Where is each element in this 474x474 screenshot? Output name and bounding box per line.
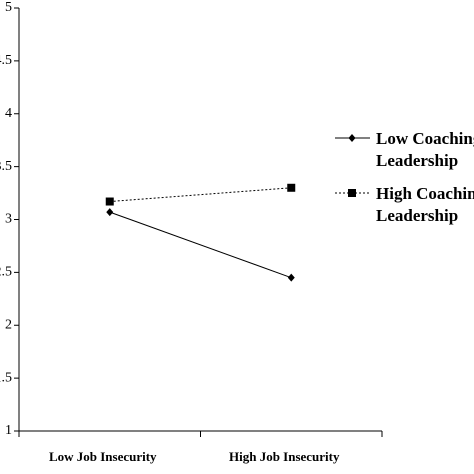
- point: [105, 197, 114, 206]
- y-tick-label: 3: [5, 212, 12, 227]
- y-tick-label: 2.5: [0, 265, 12, 280]
- point: [287, 273, 295, 282]
- y-tick-label: 5: [5, 0, 12, 15]
- point: [348, 189, 356, 197]
- series-line: [109, 187, 292, 203]
- point: [348, 134, 356, 142]
- y-tick-label: 3.5: [0, 159, 12, 174]
- x-tick-label: Low Job Insecurity: [49, 449, 157, 464]
- y-tick-label: 4.5: [0, 53, 12, 68]
- x-tick-label: High Job Insecurity: [229, 449, 340, 464]
- y-tick-label: 1: [5, 423, 12, 438]
- y-tick-label: 4: [5, 106, 12, 121]
- series-line: [109, 211, 292, 279]
- point: [287, 183, 296, 192]
- legend-label: Low Coaching Leadership: [376, 129, 474, 170]
- y-tick-label: 1.5: [0, 370, 12, 385]
- point: [106, 208, 114, 217]
- legend-label: High Coaching Leadership: [376, 184, 474, 225]
- y-tick-label: 2: [5, 317, 12, 332]
